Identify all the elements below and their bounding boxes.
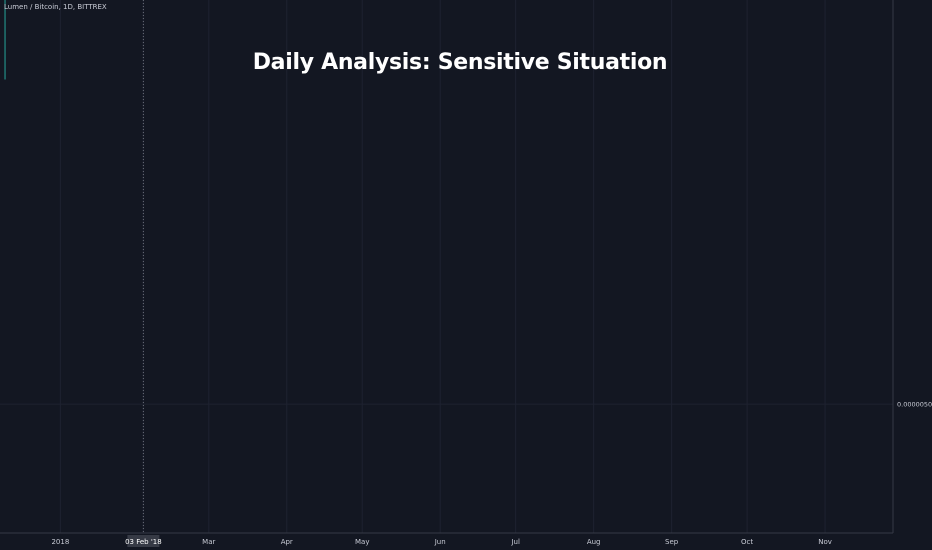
time-tick-label: Jun xyxy=(434,538,446,546)
grid xyxy=(0,0,893,533)
price-tick-label: 0.00000500 xyxy=(897,401,932,409)
chart-title: Daily Analysis: Sensitive Situation xyxy=(252,50,668,75)
price-axis-bg xyxy=(893,0,932,550)
time-tick-label: May xyxy=(355,538,369,546)
time-axis[interactable]: 2018 03 Feb '18 Mar Apr May Jun Jul Aug Sep Oct No… xyxy=(0,532,932,550)
time-tick-label: 2018 xyxy=(51,538,69,546)
time-tick-label: Sep xyxy=(665,538,679,546)
time-tick-label: Aug xyxy=(587,538,601,546)
time-tick-label: 03 Feb '18 xyxy=(125,538,162,546)
time-axis-bg xyxy=(0,533,932,550)
time-tick-label: Mar xyxy=(202,538,215,546)
price-axis[interactable]: 0.000005000.000010000.000015000.00002000… xyxy=(892,0,932,550)
time-tick-label: Nov xyxy=(818,538,832,546)
time-tick-label: Apr xyxy=(281,538,293,546)
time-tick-label: Jul xyxy=(510,538,520,546)
candles xyxy=(4,0,6,80)
time-tick-label: Oct xyxy=(741,538,753,546)
time-label-box xyxy=(127,535,160,547)
crosshair xyxy=(142,0,144,533)
symbol-info: Lumen / Bitcoin, 1D, BITTREX xyxy=(4,3,107,11)
